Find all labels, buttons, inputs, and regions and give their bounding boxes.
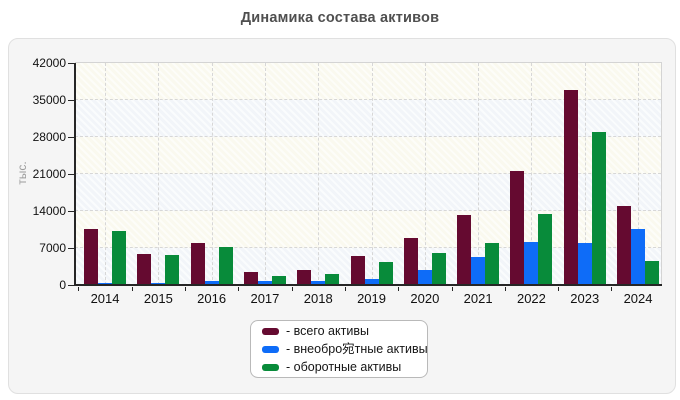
y-tick-mark bbox=[68, 63, 74, 64]
legend-swatch-noncurrent bbox=[262, 345, 279, 353]
bar-total-2023 bbox=[564, 90, 578, 285]
y-gridline bbox=[75, 210, 661, 211]
x-tick-mark bbox=[398, 287, 399, 291]
bar-noncurrent-2022 bbox=[524, 242, 538, 285]
chart-panel: тыс. - всего активы - внеобро宛тные активы… bbox=[8, 38, 676, 394]
legend-swatch-total bbox=[262, 327, 279, 335]
x-gridline bbox=[212, 63, 213, 285]
bar-total-2014 bbox=[84, 229, 98, 285]
bar-total-2019 bbox=[351, 256, 365, 285]
x-gridline bbox=[372, 63, 373, 285]
y-tick-mark bbox=[68, 248, 74, 249]
x-tick-label: 2022 bbox=[516, 291, 546, 306]
y-tick-label: 21000 bbox=[32, 167, 66, 181]
y-tick-label: 28000 bbox=[32, 130, 66, 144]
x-tick-label: 2018 bbox=[303, 291, 333, 306]
y-tick-mark bbox=[68, 174, 74, 175]
y-tick-label: 0 bbox=[59, 278, 66, 292]
y-tick-label: 35000 bbox=[32, 93, 66, 107]
bar-current-2021 bbox=[485, 243, 499, 285]
bar-current-2023 bbox=[592, 132, 606, 285]
x-tick-label: 2024 bbox=[623, 291, 653, 306]
x-gridline bbox=[478, 63, 479, 285]
bar-total-2020 bbox=[404, 238, 418, 285]
y-tick-mark bbox=[68, 285, 74, 286]
x-tick-label: 2016 bbox=[197, 291, 227, 306]
legend-item-noncurrent: - внеобро宛тные активы bbox=[262, 341, 428, 357]
x-gridline bbox=[265, 63, 266, 285]
chart-title: Динамика состава активов bbox=[240, 10, 440, 26]
legend-item-label: - оборотные активы bbox=[286, 360, 402, 374]
y-tick-mark bbox=[68, 137, 74, 138]
x-tick-mark bbox=[238, 287, 239, 291]
x-tick-label: 2023 bbox=[570, 291, 600, 306]
y-tick-mark bbox=[68, 211, 74, 212]
x-tick-label: 2019 bbox=[357, 291, 386, 306]
bar-noncurrent-2021 bbox=[471, 257, 485, 285]
x-gridline bbox=[638, 63, 639, 285]
x-gridline bbox=[425, 63, 426, 285]
legend-swatch-current bbox=[262, 363, 279, 371]
bar-noncurrent-2016 bbox=[205, 281, 219, 285]
bar-noncurrent-2024 bbox=[631, 229, 645, 285]
x-tick-mark bbox=[505, 287, 506, 291]
bar-current-2020 bbox=[432, 253, 446, 285]
x-tick-mark bbox=[558, 287, 559, 291]
bar-current-2017 bbox=[272, 276, 286, 285]
bar-current-2019 bbox=[379, 262, 393, 285]
x-axis-line bbox=[74, 284, 662, 286]
legend-item-label: - внеобро宛тные активы bbox=[286, 342, 428, 356]
bar-current-2022 bbox=[538, 214, 552, 285]
plot-area bbox=[75, 62, 662, 285]
x-tick-mark bbox=[185, 287, 186, 291]
bar-noncurrent-2023 bbox=[578, 243, 592, 285]
x-tick-mark bbox=[345, 287, 346, 291]
bar-noncurrent-2019 bbox=[365, 279, 379, 285]
bar-current-2015 bbox=[165, 255, 179, 285]
y-gridline bbox=[75, 247, 661, 248]
bar-total-2018 bbox=[297, 270, 311, 285]
x-gridline bbox=[158, 63, 159, 285]
x-gridline bbox=[585, 63, 586, 285]
y-gridline bbox=[75, 99, 661, 100]
bar-total-2017 bbox=[244, 272, 258, 285]
x-tick-mark bbox=[292, 287, 293, 291]
x-tick-label: 2020 bbox=[410, 291, 440, 306]
x-tick-mark bbox=[611, 287, 612, 291]
y-tick-label: 7000 bbox=[39, 241, 66, 255]
bar-total-2021 bbox=[457, 215, 471, 285]
x-gridline bbox=[531, 63, 532, 285]
legend-item-label: - всего активы bbox=[286, 324, 369, 338]
x-gridline bbox=[318, 63, 319, 285]
y-gridline bbox=[75, 136, 661, 137]
x-tick-label: 2017 bbox=[250, 291, 280, 306]
y-tick-label: 42000 bbox=[32, 56, 66, 70]
bar-current-2016 bbox=[219, 247, 233, 285]
x-tick-label: 2014 bbox=[90, 291, 120, 306]
legend-item-total: - всего активы bbox=[262, 323, 427, 339]
bar-noncurrent-2020 bbox=[418, 270, 432, 285]
x-tick-label: 2021 bbox=[463, 291, 493, 306]
bar-current-2014 bbox=[112, 231, 126, 285]
bar-total-2022 bbox=[510, 171, 524, 285]
x-tick-label: 2015 bbox=[143, 291, 173, 306]
y-tick-label: 14000 bbox=[32, 204, 66, 218]
y-gridline bbox=[75, 173, 661, 174]
bar-current-2018 bbox=[325, 274, 339, 285]
legend-item-current: - оборотные активы bbox=[262, 359, 427, 375]
x-gridline bbox=[105, 63, 106, 285]
x-tick-mark bbox=[132, 287, 133, 291]
bar-total-2015 bbox=[137, 254, 151, 285]
x-tick-mark bbox=[78, 287, 79, 291]
x-tick-mark bbox=[452, 287, 453, 291]
y-tick-mark bbox=[68, 100, 74, 101]
bar-current-2024 bbox=[645, 261, 659, 285]
bar-noncurrent-2017 bbox=[258, 281, 272, 285]
bar-total-2024 bbox=[617, 206, 631, 285]
y-axis-line bbox=[74, 63, 76, 286]
bar-total-2016 bbox=[191, 243, 205, 285]
legend: - всего активы - внеобро宛тные активы - обо… bbox=[250, 320, 428, 378]
bar-noncurrent-2018 bbox=[311, 281, 325, 285]
